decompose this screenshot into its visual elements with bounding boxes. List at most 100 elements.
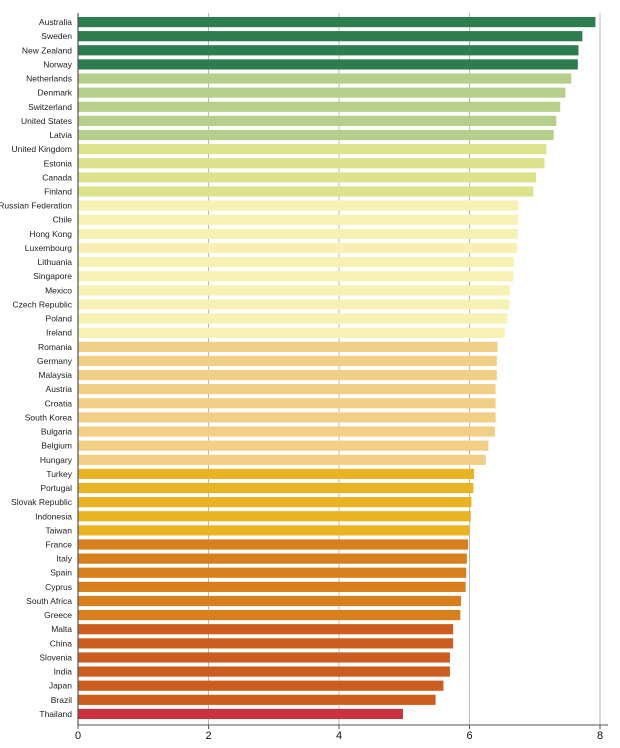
category-label-estonia: Estonia bbox=[44, 158, 73, 168]
category-label-united-kingdom: United Kingdom bbox=[12, 144, 72, 154]
category-label-norway: Norway bbox=[43, 59, 73, 69]
category-label-spain: Spain bbox=[50, 568, 72, 578]
category-label-mexico: Mexico bbox=[45, 285, 72, 295]
category-label-south-korea: South Korea bbox=[25, 412, 73, 422]
x-tick-label-2: 2 bbox=[205, 730, 211, 742]
bar-estonia bbox=[78, 158, 545, 169]
category-label-brazil: Brazil bbox=[51, 695, 72, 705]
bar-france bbox=[78, 539, 469, 550]
bar-italy bbox=[78, 553, 467, 564]
bar-japan bbox=[78, 680, 444, 691]
category-label-hong-kong: Hong Kong bbox=[29, 229, 72, 239]
bar-thailand bbox=[78, 708, 403, 720]
bar-south-korea bbox=[78, 412, 496, 423]
bar-finland bbox=[78, 186, 534, 197]
bar-germany bbox=[78, 355, 497, 367]
bar-netherlands bbox=[78, 73, 572, 84]
bar-greece bbox=[78, 610, 461, 621]
category-label-turkey: Turkey bbox=[46, 469, 72, 479]
category-label-indonesia: Indonesia bbox=[35, 511, 72, 521]
category-label-italy: Italy bbox=[56, 554, 72, 564]
category-label-belgium: Belgium bbox=[41, 441, 72, 451]
category-label-australia: Australia bbox=[39, 17, 72, 27]
bar-russian-federation bbox=[78, 200, 519, 211]
category-label-netherlands: Netherlands bbox=[26, 74, 72, 84]
category-label-romania: Romania bbox=[38, 342, 72, 352]
category-label-slovak-republic: Slovak Republic bbox=[11, 497, 73, 507]
category-label-slovenia: Slovenia bbox=[39, 652, 72, 662]
category-label-austria: Austria bbox=[46, 384, 73, 394]
bars bbox=[78, 16, 596, 720]
bar-australia bbox=[78, 16, 596, 28]
bar-switzerland bbox=[78, 101, 561, 112]
bar-singapore bbox=[78, 271, 514, 282]
category-label-russian-federation: Russian Federation bbox=[0, 201, 72, 211]
bar-croatia bbox=[78, 398, 496, 409]
x-axis: 0 2 4 6 8 bbox=[75, 13, 608, 742]
category-labels: Australia Sweden New Zealand Norway Netherla… bbox=[0, 17, 73, 719]
bar-china bbox=[78, 638, 454, 649]
bar-south-africa bbox=[78, 595, 462, 607]
category-label-hungary: Hungary bbox=[40, 455, 73, 465]
category-label-switzerland: Switzerland bbox=[28, 102, 72, 112]
category-label-china: China bbox=[50, 638, 72, 648]
x-tick-label-0: 0 bbox=[75, 730, 81, 742]
category-label-thailand: Thailand bbox=[39, 709, 72, 719]
category-label-luxembourg: Luxembourg bbox=[25, 243, 73, 253]
category-label-germany: Germany bbox=[37, 356, 73, 366]
bar-mexico bbox=[78, 285, 510, 296]
bar-bulgaria bbox=[78, 426, 495, 437]
bar-taiwan bbox=[78, 525, 470, 536]
bar-hong-kong bbox=[78, 228, 518, 239]
bar-hungary bbox=[78, 454, 486, 465]
bar-sweden bbox=[78, 31, 583, 42]
bar-belgium bbox=[78, 440, 489, 451]
bar-indonesia bbox=[78, 511, 471, 522]
category-label-new-zealand: New Zealand bbox=[22, 45, 72, 55]
category-label-bulgaria: Bulgaria bbox=[41, 427, 72, 437]
category-label-cyprus: Cyprus bbox=[45, 582, 72, 592]
category-label-greece: Greece bbox=[44, 610, 72, 620]
bar-cyprus bbox=[78, 581, 466, 592]
bar-denmark bbox=[78, 87, 566, 98]
bar-poland bbox=[78, 313, 508, 324]
category-label-denmark: Denmark bbox=[38, 88, 73, 98]
category-label-taiwan: Taiwan bbox=[46, 525, 73, 535]
category-label-singapore: Singapore bbox=[33, 271, 72, 281]
category-label-japan: Japan bbox=[49, 681, 72, 691]
category-label-poland: Poland bbox=[46, 314, 73, 324]
bar-romania bbox=[78, 341, 498, 352]
bar-malaysia bbox=[78, 369, 497, 381]
category-label-ireland: Ireland bbox=[46, 328, 72, 338]
bar-chile bbox=[78, 214, 519, 225]
bar-latvia bbox=[78, 129, 554, 141]
category-label-canada: Canada bbox=[42, 172, 72, 182]
category-label-malaysia: Malaysia bbox=[38, 370, 72, 380]
bar-luxembourg bbox=[78, 242, 518, 254]
bar-spain bbox=[78, 567, 467, 578]
bar-brazil bbox=[78, 694, 436, 705]
bar-canada bbox=[78, 172, 537, 183]
bar-slovenia bbox=[78, 652, 450, 663]
bar-ireland bbox=[78, 327, 505, 338]
x-tick-label-4: 4 bbox=[336, 730, 342, 742]
bar-united-states bbox=[78, 115, 557, 126]
bar-india bbox=[78, 666, 450, 677]
bar-slovak-republic bbox=[78, 497, 472, 508]
category-label-latvia: Latvia bbox=[49, 130, 72, 140]
category-label-south-africa: South Africa bbox=[26, 596, 72, 606]
category-label-finland: Finland bbox=[44, 187, 72, 197]
category-label-croatia: Croatia bbox=[45, 398, 73, 408]
bar-norway bbox=[78, 59, 578, 70]
bar-new-zealand bbox=[78, 45, 579, 56]
bar-turkey bbox=[78, 468, 475, 479]
category-label-india: India bbox=[54, 667, 73, 677]
bar-portugal bbox=[78, 482, 474, 494]
category-label-lithuania: Lithuania bbox=[37, 257, 72, 267]
x-tick-label-8: 8 bbox=[597, 730, 603, 742]
bar-austria bbox=[78, 384, 496, 395]
category-label-chile: Chile bbox=[53, 215, 73, 225]
bar-malta bbox=[78, 624, 454, 635]
category-label-czech-republic: Czech Republic bbox=[12, 299, 72, 309]
